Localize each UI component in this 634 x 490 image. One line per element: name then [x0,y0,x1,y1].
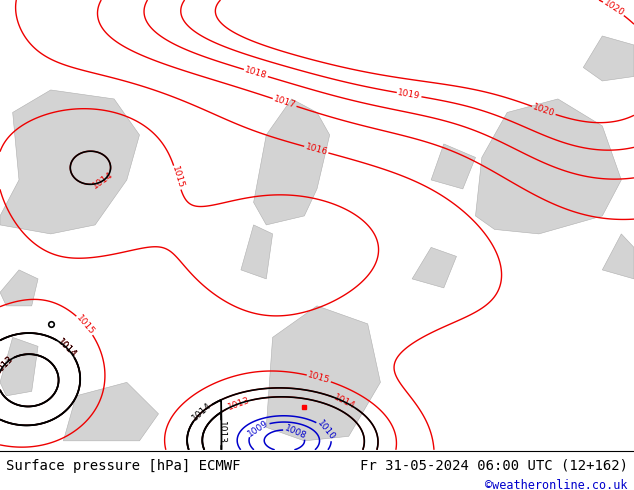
Polygon shape [0,90,139,234]
Polygon shape [412,247,456,288]
Text: 1014: 1014 [191,401,214,423]
Text: 1014: 1014 [55,337,78,359]
Text: 1013: 1013 [0,354,15,376]
Text: 1013: 1013 [226,396,251,412]
Text: 1008: 1008 [283,423,307,441]
Text: 1010: 1010 [316,418,337,442]
Text: 1018: 1018 [243,65,268,81]
Text: 1013: 1013 [0,354,15,376]
Text: 1013: 1013 [217,421,226,444]
Text: 1015: 1015 [74,314,96,337]
Text: 1020: 1020 [531,102,556,119]
Polygon shape [63,382,158,441]
Polygon shape [266,306,380,441]
Text: 1016: 1016 [304,142,328,157]
Text: Fr 31-05-2024 06:00 UTC (12+162): Fr 31-05-2024 06:00 UTC (12+162) [359,459,628,473]
Text: 1020: 1020 [602,0,626,19]
Polygon shape [0,270,38,306]
Polygon shape [241,225,273,279]
Polygon shape [254,99,330,225]
Text: 1015: 1015 [170,165,185,190]
Text: 1017: 1017 [272,95,297,110]
Text: 1014: 1014 [91,171,115,191]
Text: Surface pressure [hPa] ECMWF: Surface pressure [hPa] ECMWF [6,459,241,473]
Text: 1009: 1009 [246,418,270,438]
Text: 1014: 1014 [55,337,78,359]
Polygon shape [476,99,621,234]
Polygon shape [431,144,476,189]
Polygon shape [583,36,634,81]
Text: 1014: 1014 [332,393,357,411]
Text: 1019: 1019 [397,88,421,101]
Text: ©weatheronline.co.uk: ©weatheronline.co.uk [485,479,628,490]
Text: 1015: 1015 [307,370,331,386]
Polygon shape [602,234,634,279]
Polygon shape [0,337,38,396]
